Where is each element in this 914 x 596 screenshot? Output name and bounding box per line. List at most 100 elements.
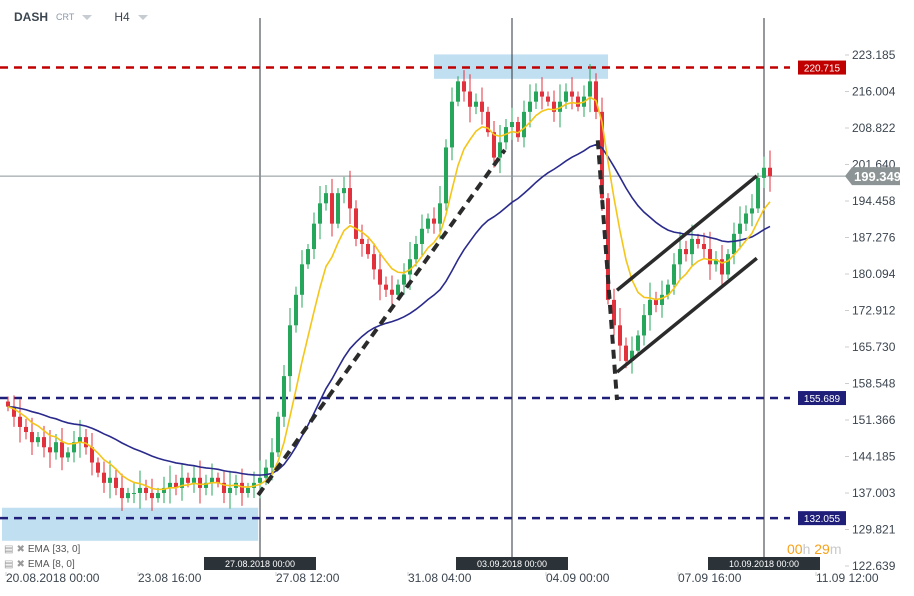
y-tick-label: 165.730 [852, 340, 896, 354]
candle [438, 186, 442, 240]
settings-icon[interactable]: ▤ [4, 544, 14, 555]
candle [324, 185, 328, 211]
candle [762, 156, 766, 188]
trendline-solid [615, 174, 758, 292]
symbol-dropdown-icon[interactable] [82, 14, 93, 20]
candle [612, 288, 616, 336]
candle [648, 282, 652, 331]
remove-icon[interactable]: ✖ [16, 559, 25, 570]
candle-body [660, 294, 664, 305]
candle [372, 242, 376, 280]
candle [54, 434, 58, 460]
candle [78, 419, 82, 458]
last-price-badge [845, 167, 900, 186]
candle-body [198, 477, 202, 488]
symbol-selector[interactable]: DASH [14, 10, 49, 24]
candle-body [258, 477, 262, 483]
candle [348, 170, 352, 224]
remove-icon[interactable]: ✖ [16, 544, 25, 555]
candle-body [618, 325, 622, 346]
candle [216, 472, 220, 488]
price-zone [2, 507, 259, 541]
candle-body [756, 177, 760, 209]
level-price-badge [798, 511, 846, 526]
candle-body [342, 188, 346, 194]
settings-icon[interactable]: ▤ [4, 559, 14, 570]
candle [114, 469, 118, 496]
candle [606, 193, 610, 305]
candle [570, 77, 574, 110]
candle [630, 336, 634, 374]
candle-body [714, 259, 718, 265]
candle [480, 87, 484, 125]
candle-body [600, 111, 604, 199]
candle [390, 275, 394, 308]
candle [456, 76, 460, 107]
candle-body [222, 482, 226, 494]
candle-body [6, 401, 10, 407]
candle-body [762, 167, 766, 178]
candle [492, 120, 496, 168]
y-tick-label: 216.004 [852, 84, 896, 98]
candle [576, 91, 580, 112]
candle-body [732, 233, 736, 255]
candle-body [276, 416, 280, 453]
candle-body [336, 193, 340, 224]
timeframe-selector[interactable]: H4 [114, 10, 130, 24]
candle-body [12, 406, 16, 417]
candle-body [318, 203, 322, 224]
indicator-ema-8[interactable]: ▤ ✖ EMA [8, 0] [4, 559, 75, 570]
timeframe-dropdown-icon[interactable] [137, 14, 148, 20]
candle [306, 243, 310, 269]
candle-body [186, 477, 190, 483]
candle [90, 433, 94, 476]
candle-body [246, 487, 250, 494]
candle-body [150, 493, 154, 499]
candle [414, 235, 418, 267]
candle-body [78, 437, 82, 443]
x-tick-label: 20.08.2018 00:00 [6, 571, 100, 585]
candle [378, 252, 382, 301]
candle-body [300, 264, 304, 295]
candle-body [768, 167, 772, 177]
candle-body [42, 437, 46, 448]
candle [450, 87, 454, 161]
candle-body [168, 482, 172, 488]
candle [726, 249, 730, 280]
candle [540, 77, 544, 110]
candle-body [24, 426, 28, 433]
candle-body [738, 223, 742, 234]
candle [516, 116, 520, 142]
candle-body [678, 249, 682, 265]
candle [168, 465, 172, 504]
candle-body [510, 122, 514, 128]
indicator-ema-33[interactable]: ▤ ✖ EMA [33, 0] [4, 544, 80, 555]
trendline-dashed [256, 148, 507, 497]
candle [126, 487, 130, 503]
candle-body [726, 254, 730, 275]
candle [150, 478, 154, 511]
candle [618, 308, 622, 362]
candle-body [546, 96, 550, 102]
candle [120, 473, 124, 511]
y-tick-label: 194.458 [852, 194, 896, 208]
candle-body [204, 482, 208, 488]
candle-body [210, 477, 214, 483]
candle-body [66, 452, 70, 458]
indicator-name: EMA [27, 544, 50, 555]
candle [288, 308, 292, 392]
candle-body [108, 477, 112, 483]
marker-date-label: 27.08.2018 00:00 [225, 559, 295, 569]
candle [48, 429, 52, 468]
candle-body [594, 81, 598, 112]
candle [552, 90, 556, 122]
candle-body [540, 91, 544, 97]
candle [330, 178, 334, 237]
candle-body [390, 289, 394, 295]
candle [276, 411, 280, 457]
candle-body [468, 91, 472, 107]
candle-body [54, 442, 58, 453]
chart-header: DASH CRT H4 [14, 10, 162, 24]
candle-body [492, 132, 496, 158]
